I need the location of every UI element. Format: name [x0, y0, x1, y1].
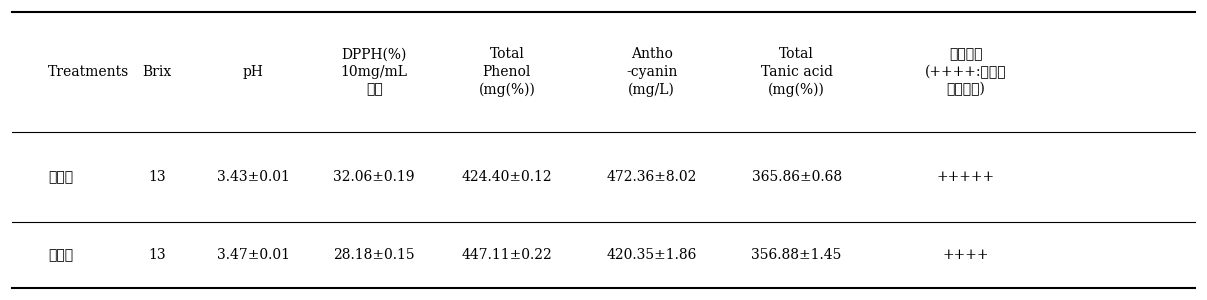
Text: 424.40±0.12: 424.40±0.12 — [461, 170, 553, 184]
Text: 3.47±0.01: 3.47±0.01 — [217, 248, 290, 262]
Text: DPPH(%)
10mg/mL
기준: DPPH(%) 10mg/mL 기준 — [340, 48, 408, 96]
Text: 13: 13 — [148, 248, 165, 262]
Text: +++++: +++++ — [937, 170, 995, 184]
Text: pH: pH — [243, 65, 264, 79]
Text: 365.86±0.68: 365.86±0.68 — [752, 170, 841, 184]
Text: 수입산: 수입산 — [48, 248, 74, 262]
Text: ++++: ++++ — [943, 248, 989, 262]
Text: Treatments: Treatments — [48, 65, 129, 79]
Text: 447.11±0.22: 447.11±0.22 — [461, 248, 553, 262]
Text: Total
Phenol
(mg(%)): Total Phenol (mg(%)) — [478, 47, 536, 97]
Text: 13: 13 — [148, 170, 165, 184]
Text: 420.35±1.86: 420.35±1.86 — [607, 248, 696, 262]
Text: 3.43±0.01: 3.43±0.01 — [217, 170, 290, 184]
Text: Total
Tanic acid
(mg(%)): Total Tanic acid (mg(%)) — [760, 47, 833, 97]
Text: 28.18±0.15: 28.18±0.15 — [333, 248, 415, 262]
Text: 32.06±0.19: 32.06±0.19 — [333, 170, 415, 184]
Text: 관능검사
(++++:떫은맛
매우강함): 관능검사 (++++:떫은맛 매우강함) — [925, 47, 1007, 97]
Text: 472.36±8.02: 472.36±8.02 — [607, 170, 696, 184]
Text: 국내산: 국내산 — [48, 170, 74, 184]
Text: Antho
-cyanin
(mg/L): Antho -cyanin (mg/L) — [626, 47, 677, 97]
Text: Brix: Brix — [142, 65, 171, 79]
Text: 356.88±1.45: 356.88±1.45 — [752, 248, 841, 262]
